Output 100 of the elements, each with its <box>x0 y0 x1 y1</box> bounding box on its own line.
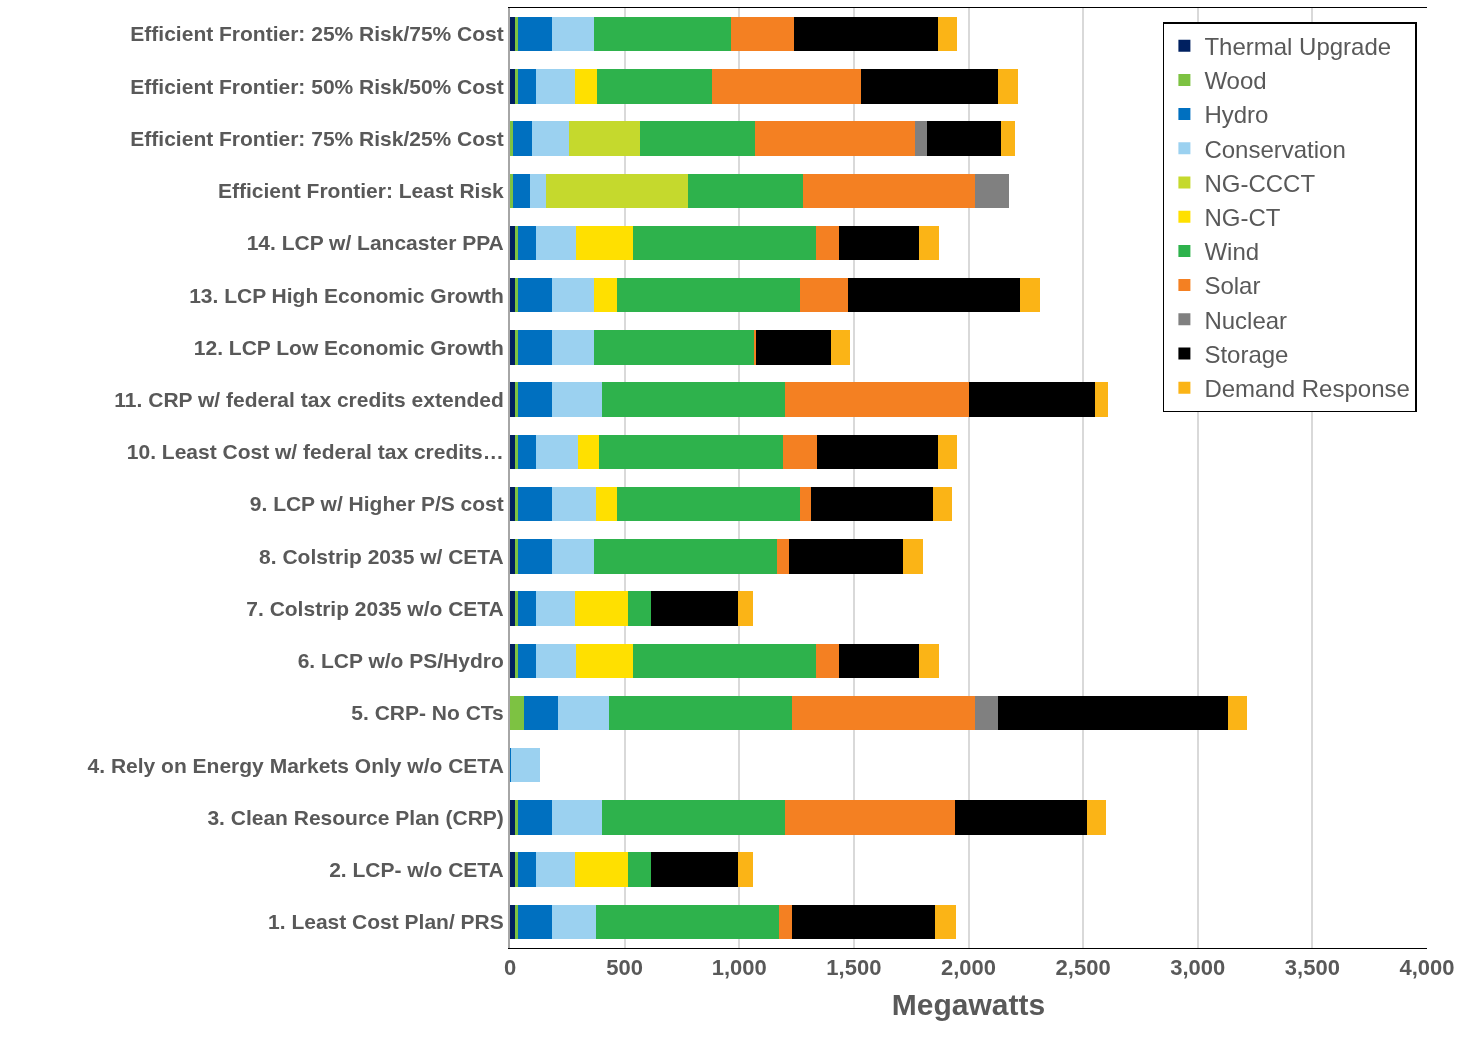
bar <box>518 852 537 887</box>
bar <box>640 121 755 156</box>
legend-label: Solar <box>1204 272 1261 300</box>
bar <box>510 486 515 522</box>
bar <box>595 904 780 940</box>
y-tick-label: 6. LCP w/o PS/Hydro <box>297 649 504 673</box>
bar <box>650 852 739 887</box>
bar <box>974 173 1010 209</box>
bar <box>937 16 958 52</box>
legend-label: Thermal Upgrade <box>1204 33 1392 61</box>
bar <box>523 695 559 731</box>
bar <box>616 277 800 313</box>
bar <box>593 330 755 365</box>
x-tick-label: 1,000 <box>711 955 767 981</box>
bar <box>903 539 923 574</box>
bar <box>510 539 515 574</box>
bar <box>816 225 839 261</box>
bar <box>510 277 515 313</box>
bar <box>785 800 955 835</box>
bar <box>915 121 927 156</box>
y-tick-label: 14. LCP w/ Lancaster PPA <box>246 231 504 255</box>
bar <box>1001 121 1016 156</box>
bar <box>811 486 933 522</box>
bar <box>802 173 975 209</box>
bar <box>552 16 594 52</box>
bar <box>510 225 515 261</box>
bar <box>575 591 629 626</box>
bar <box>536 591 576 626</box>
bar <box>512 121 533 156</box>
legend-label: Wood <box>1204 67 1267 95</box>
bar <box>1094 382 1109 417</box>
bar <box>510 69 515 104</box>
bar <box>518 382 553 417</box>
y-tick-label: 12. LCP Low Economic Growth <box>193 335 504 359</box>
legend-label: Nuclear <box>1204 306 1288 334</box>
bar <box>738 591 754 626</box>
bar <box>816 643 839 679</box>
bar <box>794 16 938 52</box>
bar <box>552 539 594 574</box>
bar <box>510 16 515 52</box>
bar <box>754 121 916 156</box>
y-tick-label: 3. Clean Resource Plan (CRP) <box>207 805 504 829</box>
bar <box>937 434 958 470</box>
bar <box>597 69 712 104</box>
bar <box>536 434 578 470</box>
bar <box>575 852 629 887</box>
bar <box>919 225 939 261</box>
x-tick-label: 4,000 <box>1399 955 1455 981</box>
bar <box>688 173 803 209</box>
legend-label: Conservation <box>1204 135 1346 163</box>
bar <box>518 69 537 104</box>
bar <box>777 539 789 574</box>
bar <box>510 121 513 156</box>
bar <box>518 591 537 626</box>
bar <box>510 591 515 626</box>
bar <box>593 16 732 52</box>
bar <box>510 330 515 365</box>
bar <box>552 904 596 940</box>
bar <box>536 852 576 887</box>
x-axis-title: Megawatts <box>891 987 1046 1021</box>
x-tick-label: 1,500 <box>826 955 882 981</box>
bar <box>536 225 577 261</box>
y-tick-label: Efficient Frontier: 50% Risk/50% Cost <box>130 74 504 98</box>
bar <box>756 330 831 365</box>
bar <box>926 121 1002 156</box>
bar <box>510 852 515 887</box>
y-tick-label: Efficient Frontier: 75% Risk/25% Cost <box>130 126 504 150</box>
bar <box>510 904 515 940</box>
bar <box>1020 277 1040 313</box>
bar <box>817 434 938 470</box>
bar <box>518 277 553 313</box>
bar <box>791 904 936 940</box>
bar <box>510 382 515 417</box>
x-tick-label: 3,000 <box>1170 955 1226 981</box>
bar <box>800 277 849 313</box>
bar <box>576 643 633 679</box>
bar <box>998 69 1018 104</box>
y-tick-label: Efficient Frontier: 25% Risk/75% Cost <box>130 22 504 46</box>
bar <box>569 121 641 156</box>
y-tick-label: Efficient Frontier: Least Risk <box>217 179 505 203</box>
bar <box>830 330 851 365</box>
bar <box>711 69 861 104</box>
bar <box>577 434 600 470</box>
legend-label: Wind <box>1204 238 1260 266</box>
bar <box>731 16 795 52</box>
bar <box>518 434 537 470</box>
bar <box>800 486 812 522</box>
bar <box>628 591 651 626</box>
bar <box>518 16 553 52</box>
bar <box>616 486 800 522</box>
y-tick-label: 5. CRP- No CTs <box>351 701 504 725</box>
bar <box>536 69 576 104</box>
legend-label: Hydro <box>1204 101 1269 129</box>
bar <box>546 173 689 209</box>
bar <box>998 695 1228 731</box>
bar <box>593 539 778 574</box>
x-tick-label: 2,000 <box>940 955 997 981</box>
bar <box>518 643 537 679</box>
bar <box>954 800 1087 835</box>
bar <box>975 695 999 731</box>
